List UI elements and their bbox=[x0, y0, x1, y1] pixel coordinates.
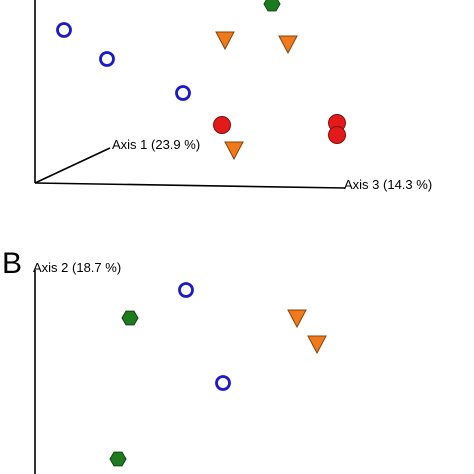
panel-b-marks bbox=[109, 282, 327, 467]
panel-a-axis-1 bbox=[34, 147, 111, 184]
panel-a-marks bbox=[56, 0, 346, 161]
filled-circle-point bbox=[213, 116, 231, 134]
triangle-down-point bbox=[224, 141, 244, 161]
triangle-down-point bbox=[307, 335, 327, 355]
panel-a: Axis 1 (23.9 %) Axis 3 (14.3 %) bbox=[34, 0, 432, 192]
open-circle-point bbox=[178, 282, 194, 298]
triangle-down-point bbox=[215, 31, 235, 51]
filled-circle-point bbox=[328, 126, 346, 144]
panel-a-axis-3-label: Axis 3 (14.3 %) bbox=[344, 177, 432, 192]
panel-b: B Axis 2 (18.7 %) bbox=[2, 247, 327, 474]
open-circle-point bbox=[56, 22, 72, 38]
hexagon-point bbox=[121, 310, 139, 326]
panel-a-axis-1-label: Axis 1 (23.9 %) bbox=[112, 137, 200, 152]
open-circle-point bbox=[215, 375, 231, 391]
panel-b-letter: B bbox=[2, 247, 22, 280]
panel-a-axis-3 bbox=[34, 182, 346, 189]
hexagon-point bbox=[109, 451, 127, 467]
panel-b-axis-2-label: Axis 2 (18.7 %) bbox=[33, 260, 121, 275]
open-circle-point bbox=[175, 85, 191, 101]
triangle-down-point bbox=[287, 309, 307, 329]
triangle-down-point bbox=[278, 35, 298, 55]
open-circle-point bbox=[99, 51, 115, 67]
hexagon-point bbox=[263, 0, 281, 12]
